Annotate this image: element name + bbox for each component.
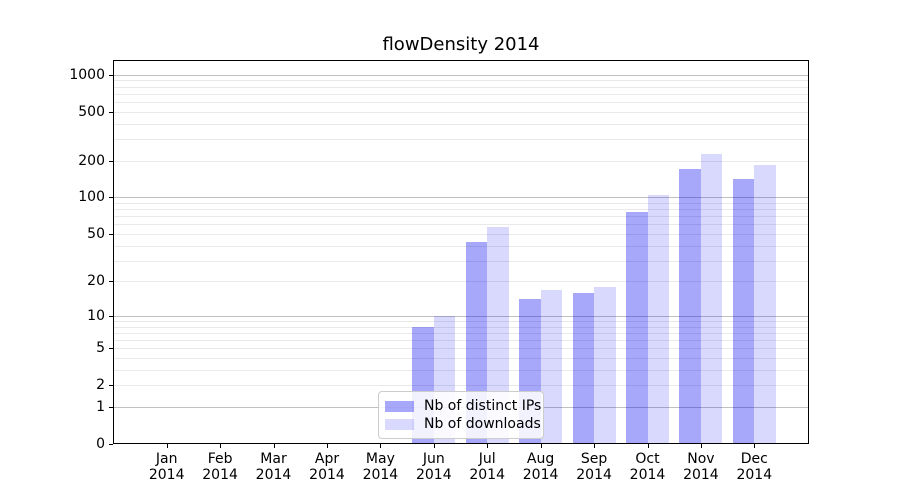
legend: Nb of distinct IPs Nb of downloads [378,391,544,439]
gridline-minor [113,326,809,328]
x-axis-tick-label: May 2014 [362,451,399,483]
y-tick-mark [109,111,113,113]
bar-downloads [754,164,776,444]
y-axis-tick-label: 500 [78,103,105,120]
gridline-minor [113,209,809,211]
gridline-minor [113,260,809,262]
x-axis-tick-label: Jun 2014 [415,451,452,483]
gridline-minor [113,321,809,322]
y-axis-tick-label: 1 [96,399,105,415]
bar-downloads [594,286,616,444]
x-axis-tick-label: Mar 2014 [255,451,292,483]
gridline-minor [113,340,809,341]
gridline-minor [113,102,809,104]
y-axis-tick-label: 2 [96,377,105,394]
x-tick-mark [433,444,435,448]
y-tick-mark [109,160,113,162]
y-tick-mark [109,233,113,235]
x-axis-tick-label: Feb 2014 [202,451,238,483]
x-tick-mark [327,444,328,448]
legend-item-distinct-ips: Nb of distinct IPs [385,397,541,415]
x-tick-mark [647,444,649,448]
gridline-major [113,315,809,317]
gridline-minor [113,160,809,162]
bar-distinct-ips [626,211,648,444]
y-tick-mark [109,281,113,283]
gridline-minor [113,281,809,283]
x-axis-tick-label: Aug 2014 [522,451,559,483]
gridline-minor [113,385,809,387]
legend-label-distinct-ips: Nb of distinct IPs [424,398,542,414]
y-axis-tick-label: 20 [87,273,105,290]
x-tick-mark [273,444,275,448]
gridline-minor [113,123,809,125]
gridline-minor [113,348,809,350]
gridline-minor [113,233,809,235]
y-tick-mark [109,74,113,76]
bar-distinct-ips [732,179,755,444]
chart-title: flowDensity 2014 [382,34,540,55]
x-axis-tick-label: Nov 2014 [683,451,719,483]
gridline-minor [113,203,809,204]
x-axis-tick-label: Dec 2014 [736,451,773,483]
x-tick-mark [754,444,756,448]
gridline-minor [113,332,809,334]
legend-label-downloads: Nb of downloads [424,416,541,432]
y-axis-tick-label: 0 [96,436,105,452]
gridline-minor [113,369,809,371]
bar-downloads [540,289,563,444]
x-tick-mark [166,444,168,448]
gridline-minor [113,224,809,226]
gridline-major [113,197,809,199]
y-axis-tick-label: 5 [96,340,105,357]
gridline-minor [113,111,809,113]
gridline-minor [113,80,809,82]
y-axis-tick-label: 100 [78,189,105,206]
x-axis-tick-label: Jul 2014 [469,451,505,483]
y-axis-tick-label: 1000 [69,66,105,83]
x-tick-mark [594,444,596,448]
x-tick-mark [487,444,489,448]
bar-distinct-ips [572,292,595,444]
gridline-minor [113,358,809,359]
x-tick-mark [700,444,702,448]
x-axis-tick-label: Apr 2014 [309,451,345,483]
x-tick-mark [220,444,222,448]
x-axis-tick-label: Jan 2014 [148,451,185,483]
x-axis-tick-label: Oct 2014 [629,451,666,483]
y-tick-mark [109,197,113,199]
gridline-minor [113,93,809,95]
y-axis-tick-label: 200 [78,152,105,169]
legend-swatch-downloads [385,418,414,430]
y-tick-mark [109,444,113,445]
gridline-minor [113,86,809,88]
legend-item-downloads: Nb of downloads [385,415,541,433]
x-tick-mark [540,444,542,448]
gridline-minor [113,139,809,140]
bar-downloads [647,194,669,444]
y-tick-mark [109,348,113,350]
y-tick-mark [109,385,113,387]
y-tick-mark [109,315,113,317]
gridline-minor [113,216,809,218]
bar-distinct-ips [679,168,701,444]
legend-swatch-distinct-ips [385,400,414,412]
x-tick-mark [380,444,382,448]
y-tick-mark [109,407,113,408]
y-axis-tick-label: 50 [87,225,105,242]
x-axis-tick-label: Sep 2014 [576,451,612,483]
gridline-minor [113,245,809,247]
plot-area [113,60,809,444]
bar-downloads [487,227,509,444]
y-axis-tick-label: 10 [87,307,105,324]
bar-downloads [700,154,723,444]
gridline-major [113,74,809,76]
